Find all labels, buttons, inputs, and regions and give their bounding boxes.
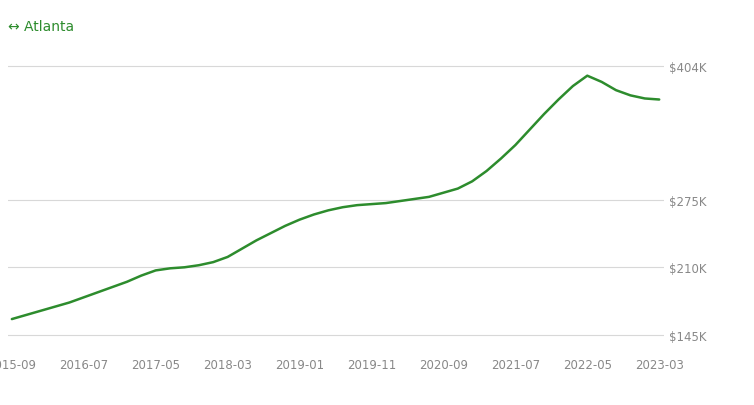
Text: ↔ Atlanta: ↔ Atlanta — [8, 20, 74, 34]
